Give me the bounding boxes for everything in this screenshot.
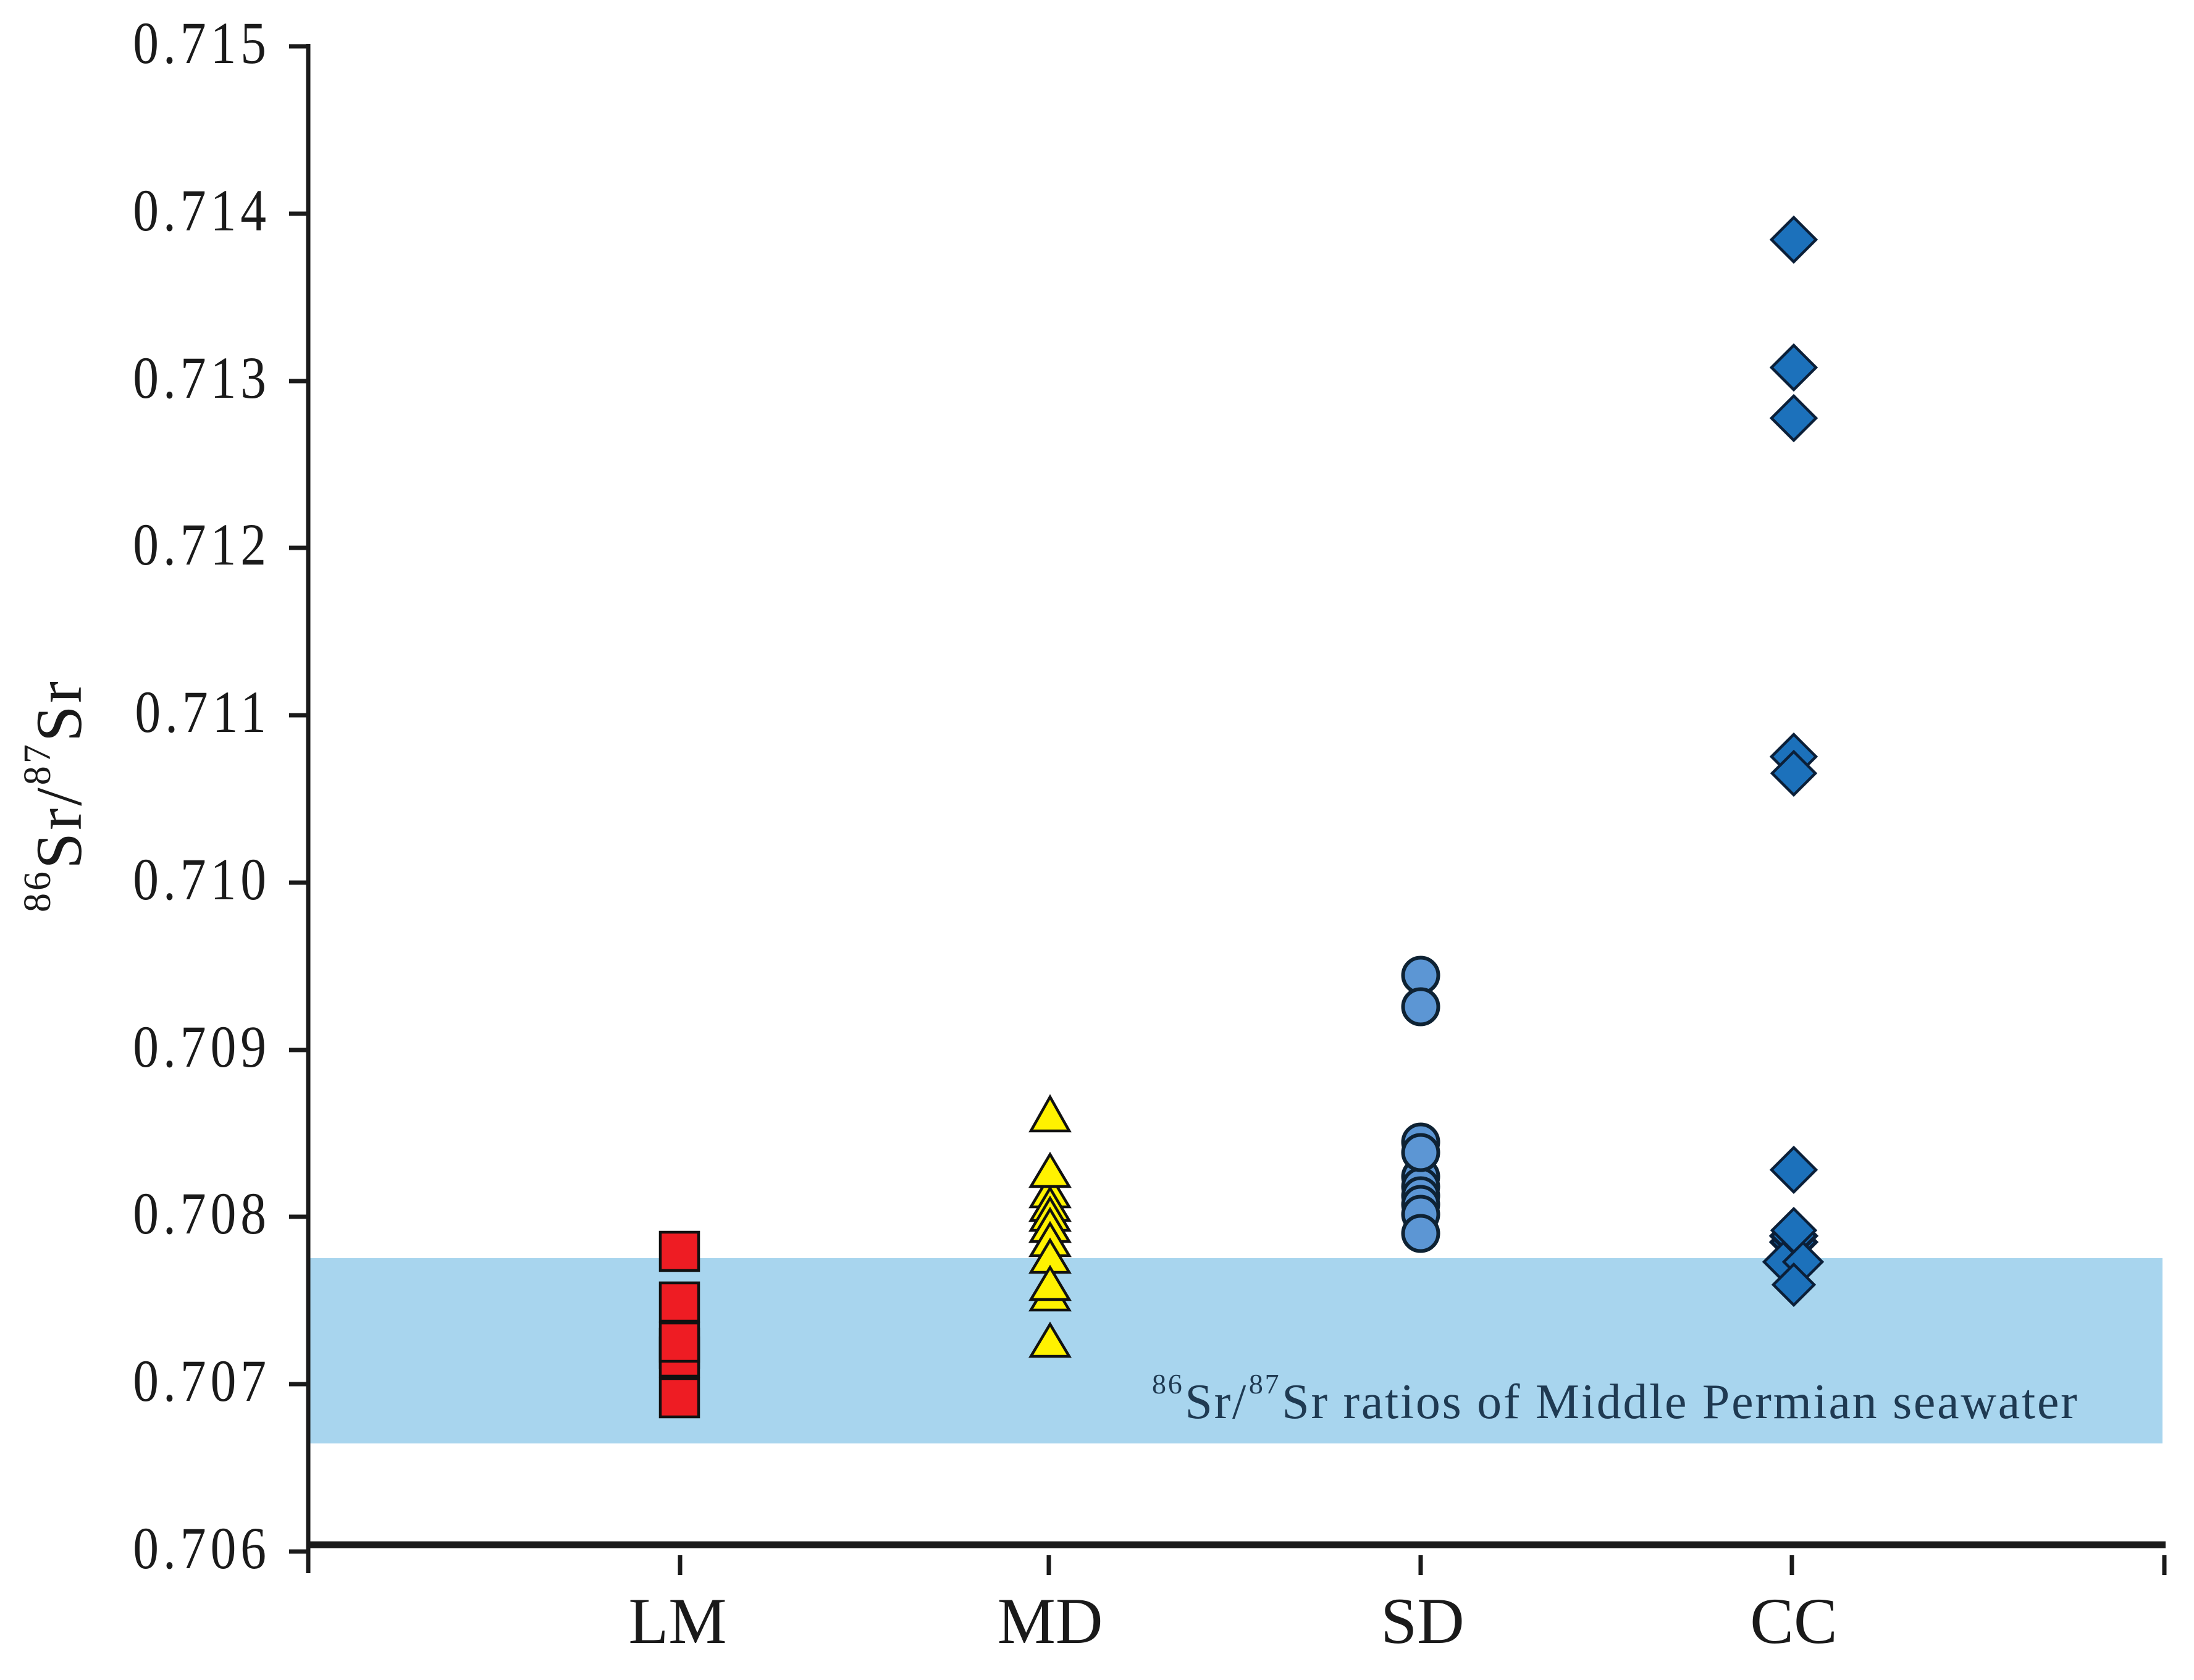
svg-text:0.715: 0.715 [133, 11, 271, 77]
svg-text:0.707: 0.707 [133, 1349, 271, 1414]
svg-text:0.713: 0.713 [133, 346, 271, 411]
svg-text:CC: CC [1750, 1585, 1837, 1657]
svg-text:86Sr/87Sr: 86Sr/87Sr [17, 679, 95, 912]
svg-text:0.708: 0.708 [133, 1182, 271, 1247]
svg-text:0.706: 0.706 [133, 1516, 271, 1582]
svg-text:LM: LM [629, 1585, 727, 1657]
svg-text:0.712: 0.712 [133, 513, 271, 578]
svg-text:0.711: 0.711 [135, 680, 271, 746]
svg-text:86Sr/87Sr ratios of Middle Per: 86Sr/87Sr ratios of Middle Permian seawa… [1152, 1368, 2079, 1429]
svg-text:0.709: 0.709 [133, 1015, 271, 1080]
svg-text:SD: SD [1381, 1585, 1465, 1657]
svg-text:0.710: 0.710 [133, 847, 271, 913]
svg-text:MD: MD [998, 1585, 1103, 1657]
svg-text:0.714: 0.714 [133, 178, 271, 244]
